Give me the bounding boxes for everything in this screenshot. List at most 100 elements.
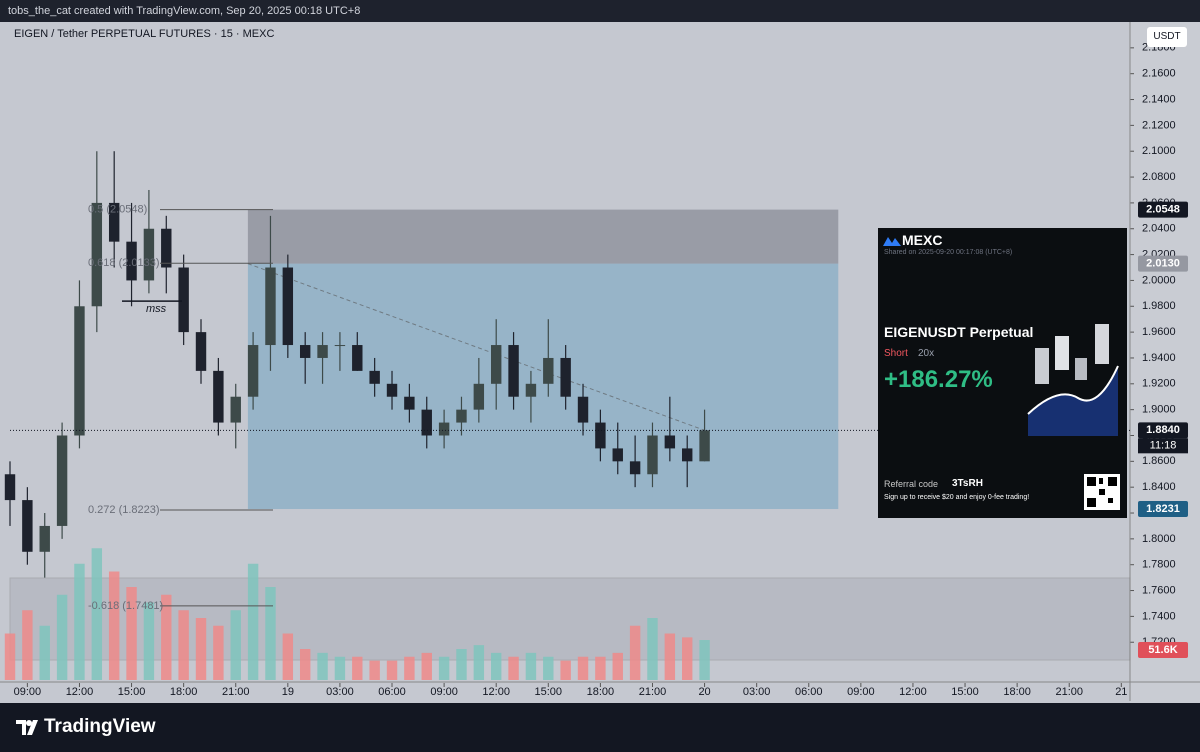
candle-body xyxy=(543,357,554,384)
header-text: tobs_the_cat created with TradingView.co… xyxy=(8,5,361,17)
card-illustration xyxy=(1027,324,1119,436)
volume-bar xyxy=(421,652,432,680)
y-tick-label: 1.9400 xyxy=(1142,352,1176,364)
volume-bar xyxy=(334,656,346,680)
stop-price-label-bg xyxy=(1138,201,1188,218)
chart-title: EIGEN / Tether PERPETUAL FUTURES · 15 · … xyxy=(14,28,274,40)
volume-bar xyxy=(230,610,241,680)
candle-body xyxy=(629,461,641,475)
volume-bar xyxy=(108,571,120,680)
volume-bar xyxy=(438,656,450,680)
y-tick-label: 1.8400 xyxy=(1142,481,1176,493)
y-tick-label: 2.0000 xyxy=(1142,274,1176,286)
fib-label: -0.618 (1.7481) xyxy=(88,600,163,612)
candle-body xyxy=(490,345,502,384)
volume-label: 51.6K xyxy=(1148,644,1177,656)
y-tick-label: 2.1000 xyxy=(1142,145,1176,157)
mss-label: mss xyxy=(146,303,167,315)
x-tick-label: 03:00 xyxy=(326,686,354,698)
tv-logo xyxy=(16,720,38,735)
y-tick-label: 1.9600 xyxy=(1142,326,1176,338)
entry-price-label: 2.0130 xyxy=(1146,258,1180,270)
candle-body xyxy=(334,345,346,347)
y-tick-label: 1.9800 xyxy=(1142,300,1176,312)
x-tick-label: 06:00 xyxy=(795,686,823,698)
volume-bar xyxy=(664,633,676,680)
countdown: 11:18 xyxy=(1150,440,1177,452)
volume-bar xyxy=(22,610,33,680)
fib-label: 0.618 (2.0133) xyxy=(88,257,160,269)
stop-price-label: 2.0548 xyxy=(1146,204,1180,216)
candle-body xyxy=(682,448,693,462)
stop-zone xyxy=(247,209,839,264)
candle-body xyxy=(404,396,415,410)
candle-body xyxy=(647,435,658,475)
footer-brand: TradingView xyxy=(44,716,156,737)
card-shared: Shared on 2025-09-20 00:17:08 (UTC+8) xyxy=(884,249,1013,256)
fib-label: 0.5 (2.0548) xyxy=(88,204,147,216)
x-tick-label: 12:00 xyxy=(66,686,94,698)
x-tick-label: 12:00 xyxy=(482,686,510,698)
x-tick-label: 21:00 xyxy=(222,686,250,698)
y-tick-label: 1.7800 xyxy=(1142,559,1176,571)
currency-button[interactable]: USDT xyxy=(1147,27,1187,47)
candle-body xyxy=(265,267,276,346)
x-tick-label: 18:00 xyxy=(1003,686,1031,698)
candle-body xyxy=(352,345,363,371)
volume-bar xyxy=(247,563,259,680)
volume-bar xyxy=(490,652,502,680)
volume-bar xyxy=(74,563,85,680)
qr-code xyxy=(1084,474,1120,510)
candle-body xyxy=(230,396,241,423)
volume-bar xyxy=(299,649,311,680)
candle-body xyxy=(74,306,85,436)
countdown-bg xyxy=(1138,438,1188,454)
header-bar: tobs_the_cat created with TradingView.co… xyxy=(0,0,1200,22)
volume-bar xyxy=(577,656,589,680)
x-tick-label: 06:00 xyxy=(378,686,406,698)
x-tick-label: 09:00 xyxy=(14,686,42,698)
chart: EIGEN / Tether PERPETUAL FUTURES · 15 · … xyxy=(0,22,1200,703)
volume-bar xyxy=(473,645,485,680)
candle-body xyxy=(178,267,189,333)
volume-bar xyxy=(352,656,363,680)
candle-body xyxy=(195,332,207,371)
candle-body xyxy=(699,430,710,462)
candle-body xyxy=(22,500,33,552)
volume-bar xyxy=(560,660,571,680)
x-tick-label: 09:00 xyxy=(847,686,875,698)
x-tick-label: 12:00 xyxy=(899,686,927,698)
volume-bar xyxy=(647,618,658,680)
x-tick-label: 18:00 xyxy=(170,686,198,698)
candle-body xyxy=(126,241,137,281)
candle-body xyxy=(91,202,103,307)
candle-body xyxy=(213,370,224,423)
volume-bar xyxy=(56,594,68,680)
candle-body xyxy=(143,228,155,281)
candle-body xyxy=(577,396,589,423)
volume-bar xyxy=(143,602,155,680)
candle-body xyxy=(438,422,450,436)
candle-body xyxy=(282,267,294,346)
share-card: MEXC Shared on 2025-09-20 00:17:08 (UTC+… xyxy=(878,228,1127,518)
candle-body xyxy=(317,345,328,358)
card-side: Short xyxy=(884,348,908,359)
candle-body xyxy=(595,422,606,449)
x-tick-label: 09:00 xyxy=(430,686,458,698)
x-tick-label: 21:00 xyxy=(639,686,667,698)
entry-price-label-bg xyxy=(1138,255,1188,272)
candle-body xyxy=(664,435,676,449)
card-signup: Sign up to receive $20 and enjoy 0-fee t… xyxy=(884,494,1030,501)
candle-body xyxy=(299,345,311,358)
volume-bar xyxy=(682,637,693,680)
candle-body xyxy=(369,370,380,384)
card-referral-code: 3TsRH xyxy=(952,478,983,489)
fib-label: 0.272 (1.8223) xyxy=(88,504,160,516)
footer: TradingView xyxy=(0,703,1200,752)
volume-bar xyxy=(178,610,189,680)
y-tick-label: 1.9200 xyxy=(1142,378,1176,390)
volume-bar xyxy=(386,660,398,680)
x-tick-label: 15:00 xyxy=(535,686,563,698)
volume-pane xyxy=(9,577,1131,661)
